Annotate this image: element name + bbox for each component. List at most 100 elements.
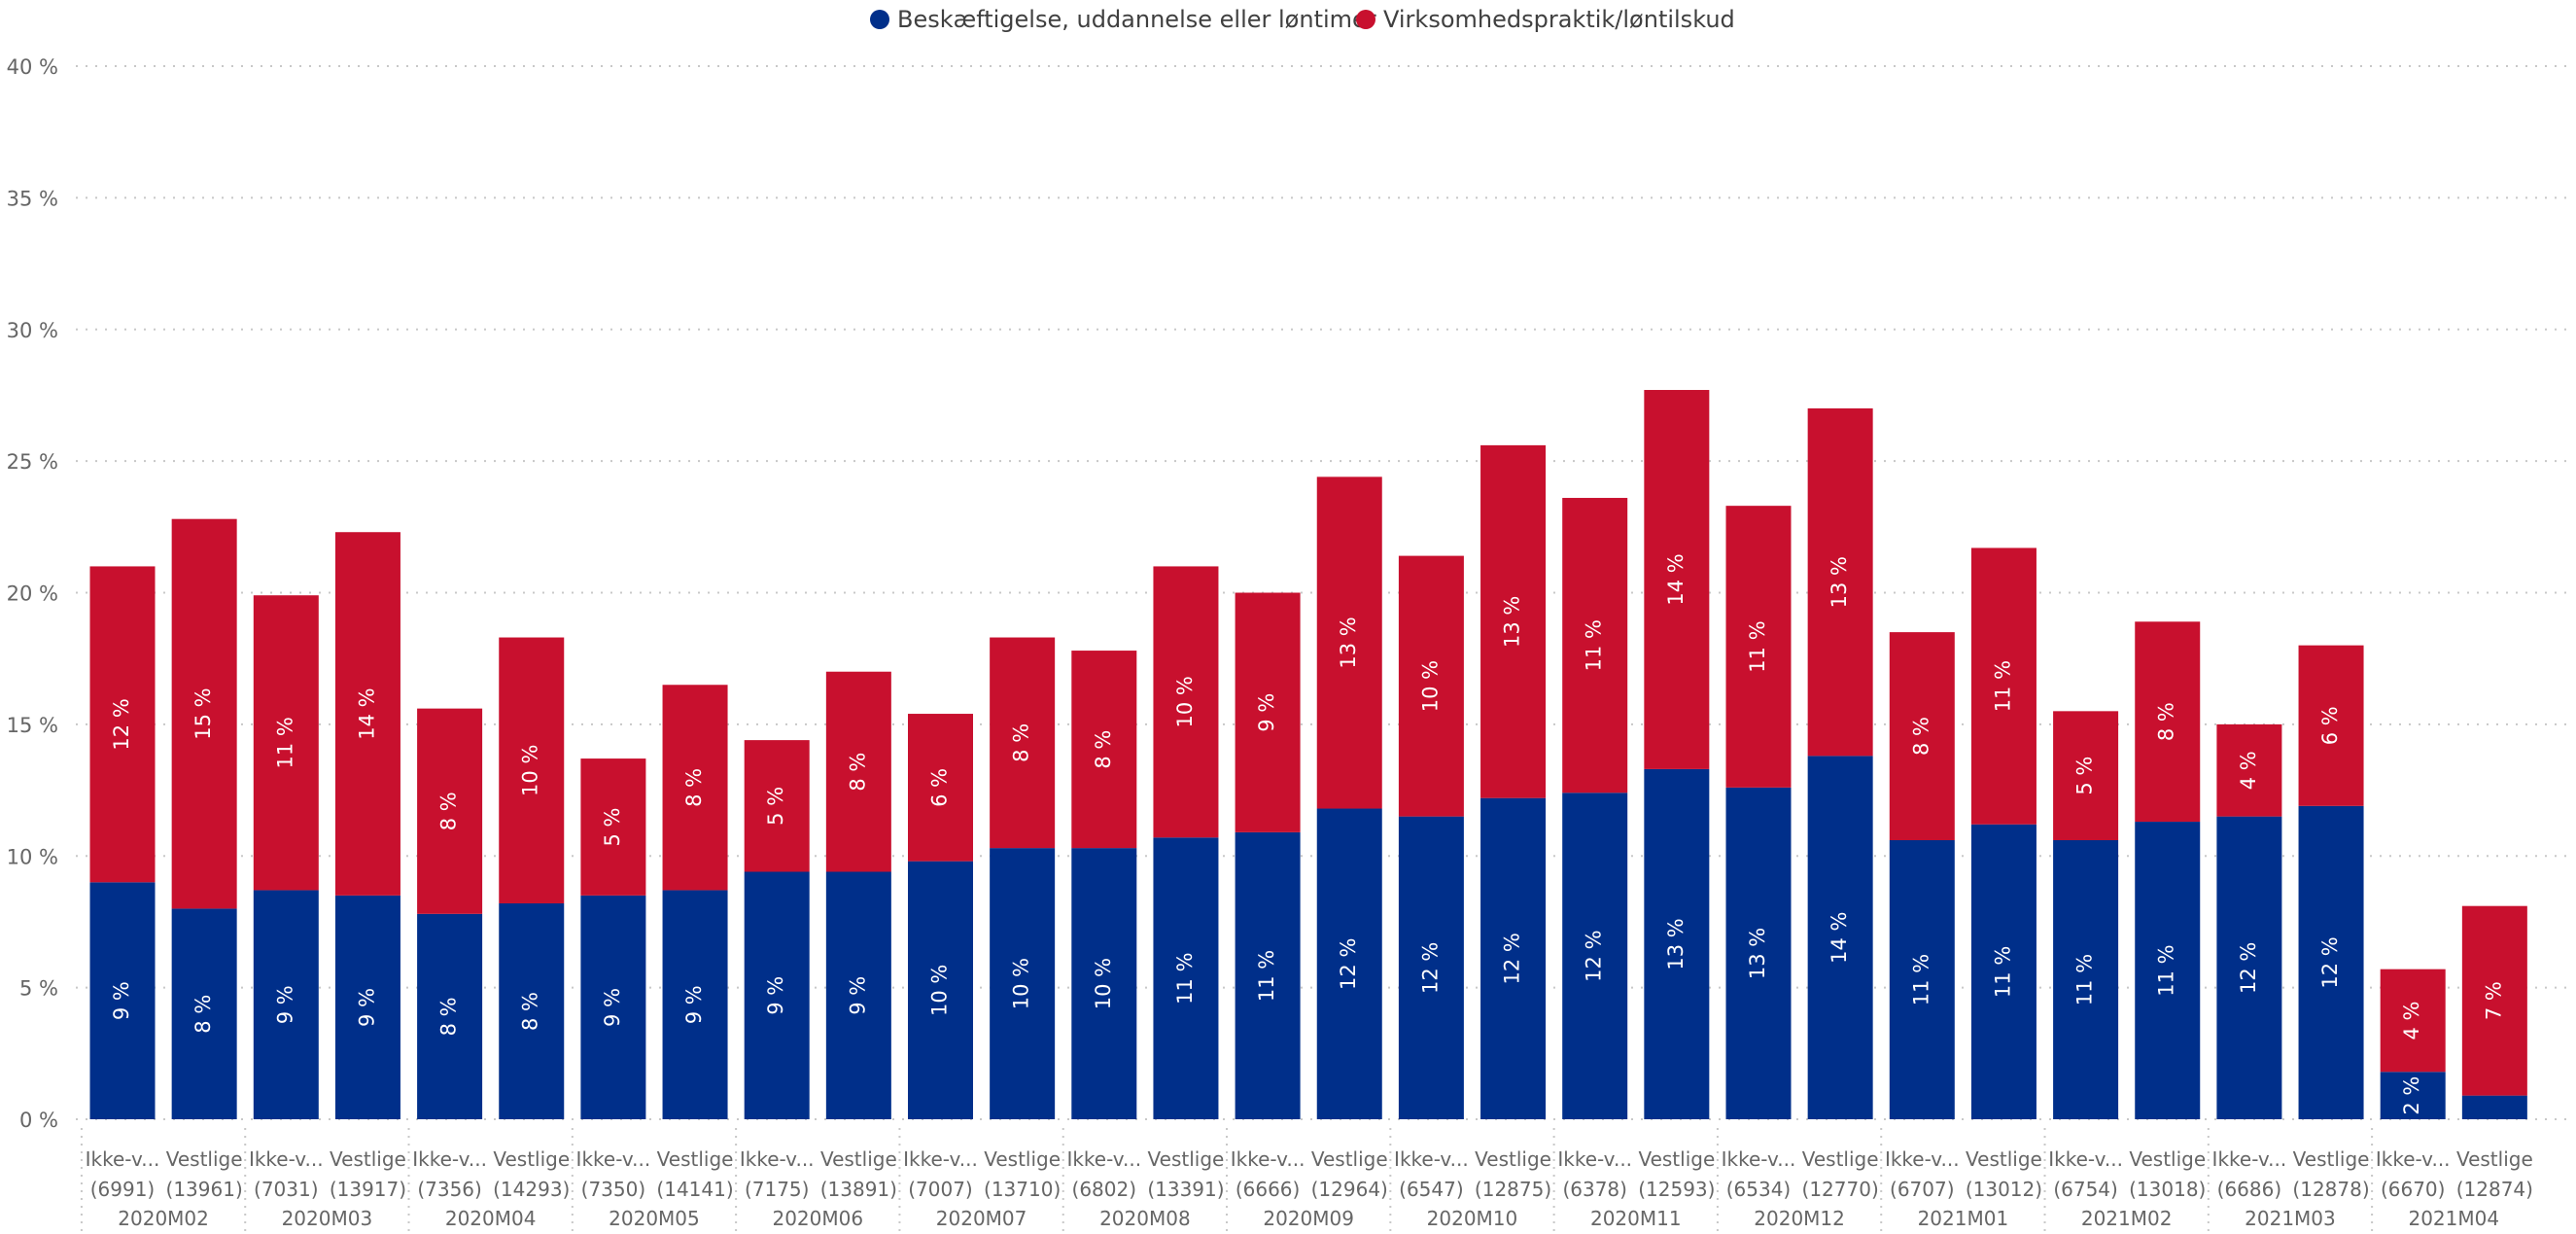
- data-label-series1: 12 %: [2318, 936, 2342, 988]
- x-category-count: (13710): [984, 1178, 1061, 1201]
- bar-segment-series1: [2135, 822, 2201, 1119]
- bar-segment-series1: [171, 908, 237, 1119]
- bar-segment-series1: [1562, 793, 1628, 1119]
- bar-segment-series2: [89, 566, 156, 883]
- x-category-count: (6802): [1072, 1178, 1137, 1201]
- x-group-label: 2020M07: [936, 1207, 1027, 1230]
- bar-segment-series1: [499, 902, 565, 1119]
- legend-label-series2: Virksomhedspraktik/løntilskud: [1383, 6, 1735, 33]
- data-label-series2: 14 %: [1664, 553, 1688, 605]
- legend-marker-series2: [1356, 10, 1375, 29]
- x-category-label: Ikke-v...: [249, 1147, 324, 1171]
- x-category-count: (13961): [166, 1178, 243, 1201]
- bar-segment-series1: [662, 890, 728, 1119]
- x-category-label: Ikke-v...: [576, 1147, 651, 1171]
- data-label-series1: 11 %: [2155, 944, 2178, 996]
- bar-segment-series2: [1153, 566, 1219, 838]
- bar-segment-series1: [825, 871, 891, 1119]
- x-category-count: (6666): [1236, 1178, 1301, 1201]
- x-category-label: Ikke-v...: [412, 1147, 487, 1171]
- x-group-label: 2020M04: [445, 1207, 537, 1230]
- x-category-count: (12770): [1802, 1178, 1879, 1201]
- x-category-count: (6378): [1562, 1178, 1627, 1201]
- x-group-label: 2020M09: [1263, 1207, 1354, 1230]
- legend-label-series1: Beskæftigelse, uddannelse eller løntimer: [897, 6, 1376, 33]
- data-label-series1: 9 %: [355, 988, 378, 1027]
- x-category-count: (7175): [745, 1178, 810, 1201]
- bar-segment-series2: [1725, 506, 1792, 788]
- y-tick-label: 25 %: [7, 450, 58, 474]
- x-category-label: Ikke-v...: [2212, 1147, 2287, 1171]
- data-label-series2: 13 %: [1501, 596, 1524, 648]
- x-category-label: Ikke-v...: [903, 1147, 978, 1171]
- data-label-series1: 10 %: [1092, 958, 1115, 1009]
- data-label-series2: 10 %: [1418, 660, 1442, 712]
- x-category-count: (14141): [656, 1178, 733, 1201]
- data-label-series1: 9 %: [764, 976, 787, 1015]
- x-category-label: Vestlige: [493, 1147, 570, 1171]
- bar-segment-series2: [2380, 969, 2446, 1073]
- x-category-count: (13012): [1966, 1178, 2042, 1201]
- data-label-series1: 11 %: [1255, 950, 1278, 1002]
- data-label-series1: 9 %: [601, 988, 624, 1027]
- bar-segment-series1: [2380, 1072, 2446, 1119]
- x-category-count: (12874): [2456, 1178, 2533, 1201]
- data-label-series2: 7 %: [2482, 981, 2505, 1020]
- x-category-label: Vestlige: [2129, 1147, 2206, 1171]
- x-group-label: 2020M08: [1099, 1207, 1191, 1230]
- x-category-label: Ikke-v...: [1722, 1147, 1796, 1171]
- data-label-series1: 11 %: [1991, 946, 2014, 998]
- data-label-series1: 11 %: [2073, 954, 2097, 1005]
- x-category-count: (6670): [2381, 1178, 2446, 1201]
- x-group-label: 2021M01: [1918, 1207, 2009, 1230]
- y-tick-label: 10 %: [7, 845, 58, 868]
- x-category-label: Vestlige: [657, 1147, 734, 1171]
- data-label-series2: 8 %: [2155, 702, 2178, 741]
- x-category-count: (6534): [1726, 1178, 1792, 1201]
- data-label-series2: 12 %: [110, 698, 133, 750]
- x-group-label: 2021M03: [2245, 1207, 2336, 1230]
- bar-segment-series2: [2461, 905, 2527, 1096]
- chart-legend: Beskæftigelse, uddannelse eller løntimer…: [0, 0, 2576, 41]
- bar-segment-series1: [1644, 768, 1710, 1119]
- bar-segment-series2: [2216, 723, 2282, 817]
- data-label-series2: 5 %: [601, 807, 624, 846]
- data-label-series1: 9 %: [110, 981, 133, 1020]
- bar-segment-series1: [1235, 831, 1301, 1119]
- x-category-count: (12875): [1475, 1178, 1551, 1201]
- data-label-series1: 14 %: [1828, 912, 1851, 964]
- bar-segment-series2: [580, 758, 646, 896]
- x-category-count: (7356): [417, 1178, 482, 1201]
- data-label-series2: 11 %: [273, 717, 296, 768]
- bar-segment-series2: [662, 685, 728, 891]
- data-label-series2: 9 %: [1255, 693, 1278, 732]
- bar-segment-series2: [334, 532, 400, 896]
- legend-item-series1[interactable]: Beskæftigelse, uddannelse eller løntimer: [870, 6, 1376, 33]
- y-tick-label: 15 %: [7, 714, 58, 737]
- legend-item-series2[interactable]: Virksomhedspraktik/løntilskud: [1356, 6, 1735, 33]
- x-group-label: 2020M11: [1590, 1207, 1682, 1230]
- data-label-series1: 8 %: [519, 992, 542, 1031]
- x-category-label: Vestlige: [330, 1147, 406, 1171]
- bar-segment-series2: [171, 518, 237, 909]
- bar-segment-series1: [1480, 797, 1547, 1119]
- data-label-series2: 5 %: [764, 787, 787, 826]
- data-label-series2: 8 %: [682, 768, 706, 807]
- data-label-series1: 9 %: [846, 976, 869, 1015]
- y-tick-label: 40 %: [7, 55, 58, 79]
- bar-segment-series1: [2053, 840, 2119, 1119]
- data-label-series2: 5 %: [2073, 757, 2097, 795]
- x-category-count: (7350): [581, 1178, 646, 1201]
- bar-segment-series2: [253, 595, 319, 891]
- data-label-series2: 11 %: [1746, 620, 1769, 672]
- bar-segment-series1: [334, 895, 400, 1119]
- x-category-count: (13391): [1147, 1178, 1224, 1201]
- data-label-series2: 4 %: [2237, 751, 2260, 790]
- data-label-series2: 13 %: [1337, 617, 1360, 668]
- x-category-label: Vestlige: [1802, 1147, 1879, 1171]
- x-group-label: 2020M12: [1754, 1207, 1845, 1230]
- bar-segment-series2: [744, 740, 810, 872]
- data-label-series2: 13 %: [1828, 556, 1851, 608]
- x-group-label: 2020M02: [118, 1207, 209, 1230]
